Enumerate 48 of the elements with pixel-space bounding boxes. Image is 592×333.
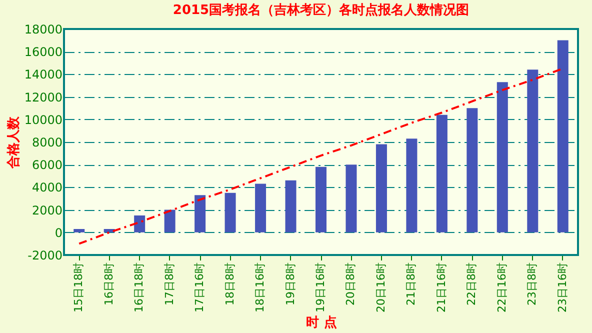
x-tick-label: 23日16时: [556, 262, 569, 312]
x-tick-label: 17日8时: [162, 262, 176, 306]
bar: [557, 40, 568, 232]
bar: [496, 82, 508, 232]
bar: [466, 108, 478, 232]
y-tick-label: 0: [54, 226, 62, 240]
y-tick-label: -2000: [28, 248, 62, 262]
bar: [134, 215, 146, 232]
y-tick-label: 18000: [24, 22, 62, 36]
x-tick-label: 18日8时: [223, 262, 236, 306]
x-tick-label: 20日8时: [344, 262, 358, 306]
x-tick-label: 21日8时: [404, 262, 418, 306]
chart-title: 2015国考报名（吉林考区）各时点报名人数情况图: [172, 2, 470, 18]
bar: [376, 144, 387, 232]
x-tick-label: 20日16时: [374, 262, 388, 312]
x-tick-label: 22日8时: [465, 262, 478, 306]
bar: [316, 166, 326, 232]
bar: [164, 210, 176, 232]
bar: [436, 114, 448, 232]
x-axis-title: 时 点: [306, 314, 337, 330]
x-tick-label: 15日18时: [72, 262, 86, 312]
bar: [74, 229, 85, 232]
x-tick-label: 19日16时: [314, 262, 327, 312]
x-tick-label: 16日8时: [102, 262, 116, 306]
bar: [224, 192, 236, 232]
bar: [346, 164, 357, 232]
y-tick-label: 10000: [24, 112, 62, 127]
y-axis-title: 合格人数: [5, 116, 22, 170]
x-tick-label: 16日18时: [132, 262, 146, 312]
bar: [406, 138, 418, 232]
x-tick-label: 22日16时: [495, 262, 508, 312]
bar: [194, 195, 206, 232]
y-tick-label: 8000: [32, 136, 62, 150]
x-tick-label: 23日8时: [526, 262, 539, 306]
x-tick-label: 18日16时: [254, 262, 267, 312]
x-tick-label: 17日16时: [193, 262, 206, 312]
bar: [527, 70, 538, 232]
y-tick-label: 2000: [32, 203, 62, 218]
bar: [255, 184, 266, 232]
line-series: [78, 68, 564, 245]
x-tick-label: 19日8时: [284, 262, 297, 306]
bar: [285, 180, 296, 232]
y-tick-label: 6000: [32, 158, 62, 172]
y-tick-label: 12000: [24, 90, 62, 104]
x-tick-label: 21日16时: [434, 262, 448, 312]
y-tick-label: 14000: [24, 68, 62, 82]
y-tick-label: 4000: [32, 180, 62, 195]
y-tick-label: 16000: [24, 45, 62, 60]
